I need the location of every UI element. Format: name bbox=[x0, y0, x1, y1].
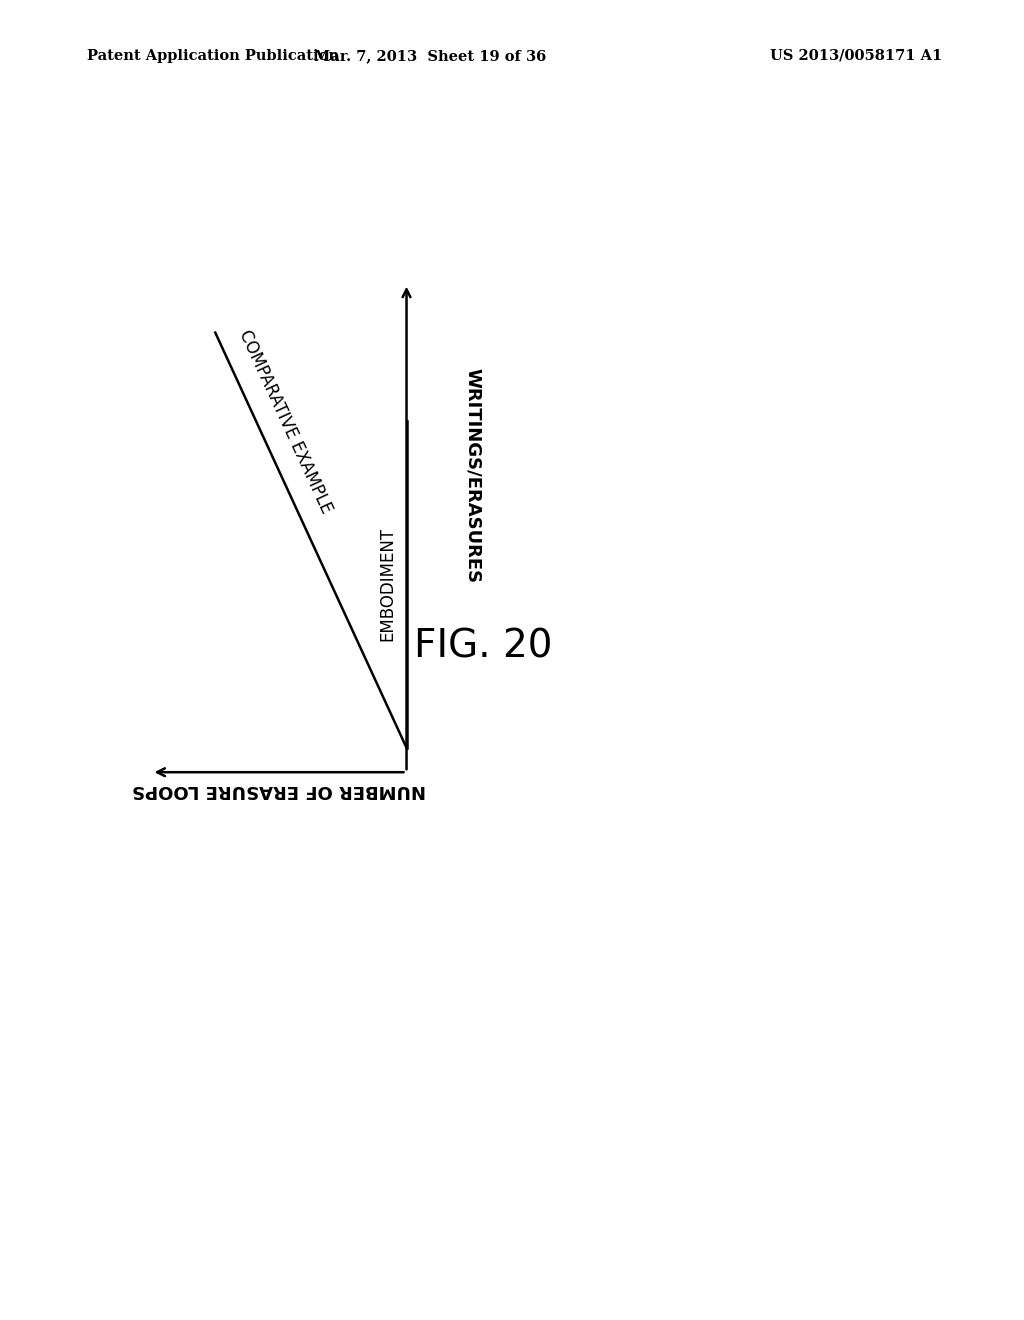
Text: WRITINGS/ERASURES: WRITINGS/ERASURES bbox=[464, 368, 482, 582]
Text: EMBODIMENT: EMBODIMENT bbox=[378, 527, 396, 642]
Text: Mar. 7, 2013  Sheet 19 of 36: Mar. 7, 2013 Sheet 19 of 36 bbox=[314, 49, 546, 63]
Text: COMPARATIVE EXAMPLE: COMPARATIVE EXAMPLE bbox=[236, 327, 336, 516]
Text: FIG. 20: FIG. 20 bbox=[414, 628, 553, 665]
Text: NUMBER OF ERASURE LOOPS: NUMBER OF ERASURE LOOPS bbox=[132, 781, 426, 800]
Text: US 2013/0058171 A1: US 2013/0058171 A1 bbox=[770, 49, 942, 63]
Text: Patent Application Publication: Patent Application Publication bbox=[87, 49, 339, 63]
